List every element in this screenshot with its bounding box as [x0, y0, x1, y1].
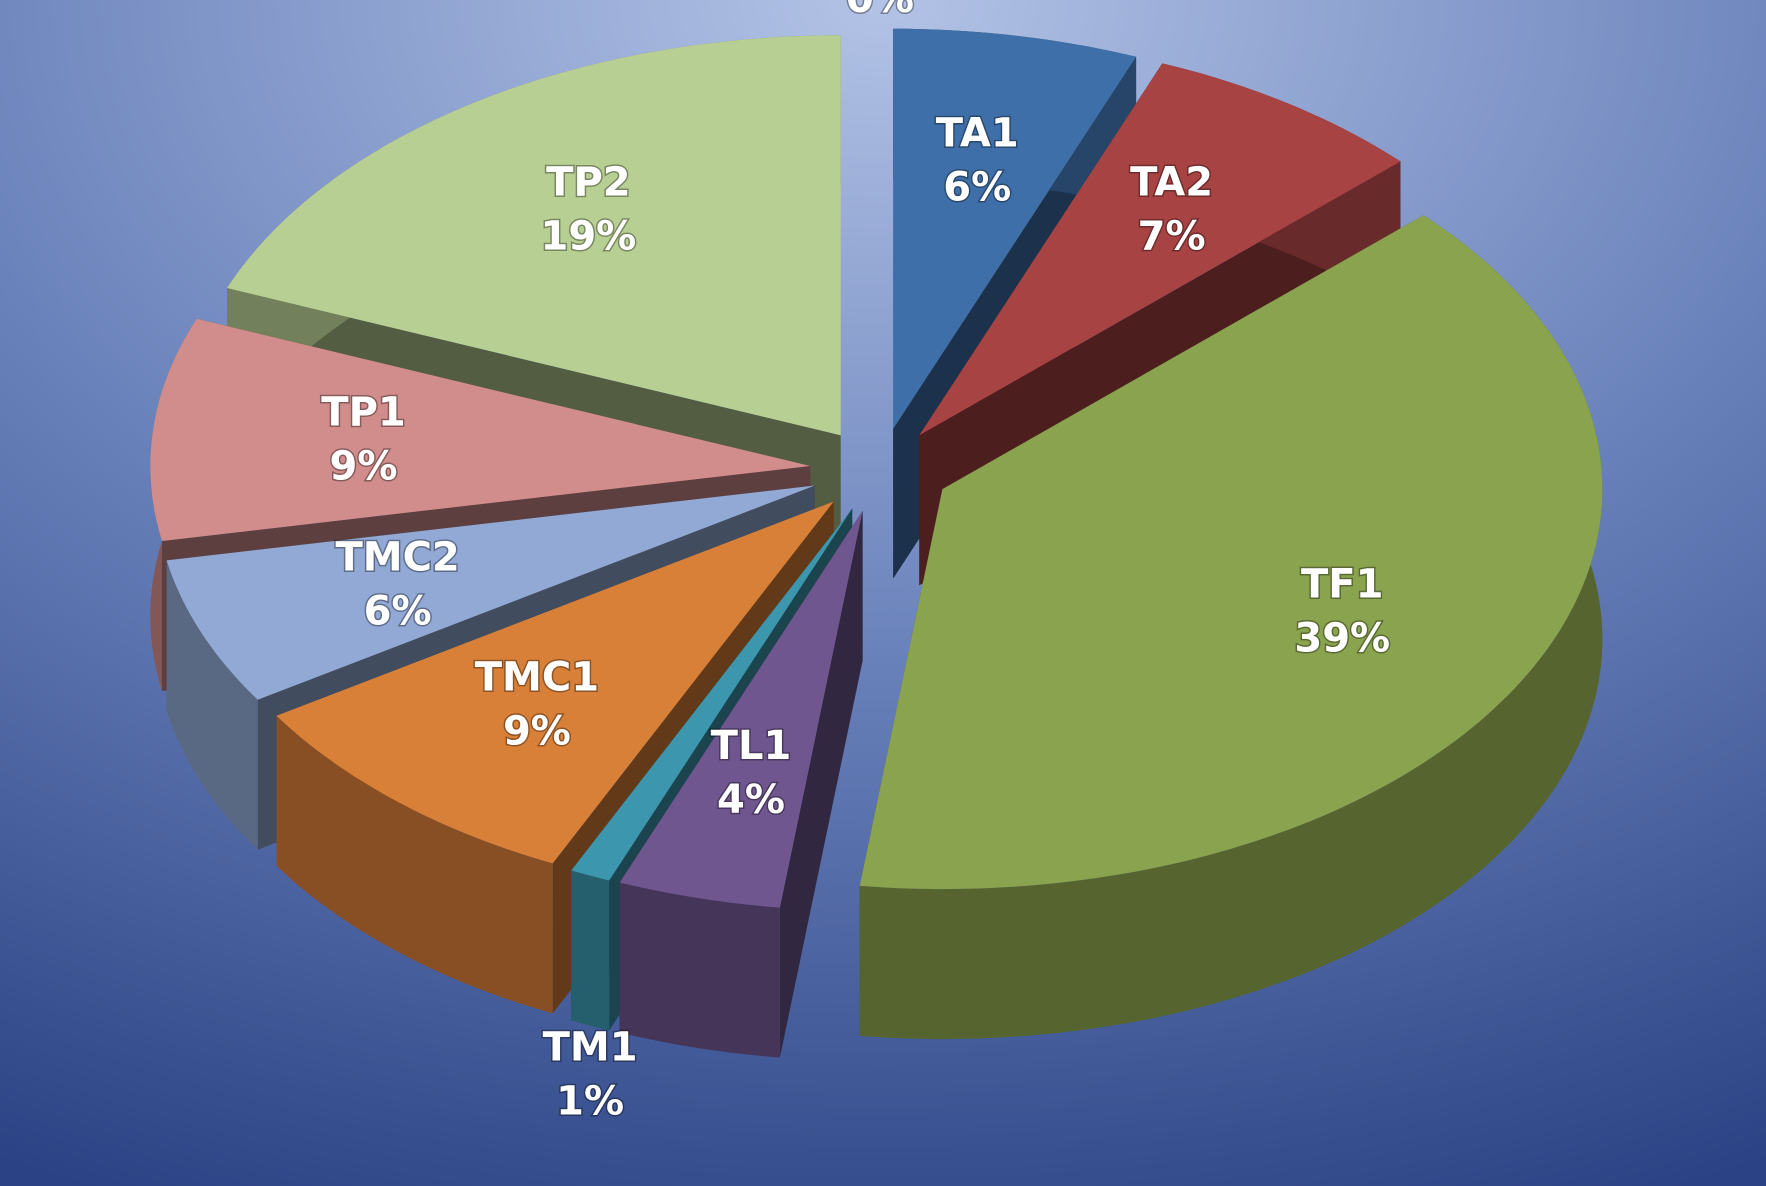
slice-wall: [619, 882, 780, 1058]
slice: [859, 215, 1603, 1040]
category-label: TA2: [1130, 159, 1213, 205]
value-label: 19%: [541, 213, 637, 259]
slice-top: [227, 35, 841, 436]
category-label: TL1: [711, 723, 792, 769]
slice-top: [893, 28, 1137, 429]
category-label: TMC2: [335, 535, 459, 581]
value-label: 4%: [717, 777, 785, 823]
value-label: 7%: [1138, 213, 1206, 259]
slice-top: [919, 63, 1401, 436]
slice-top: [166, 485, 815, 700]
value-label: 6%: [364, 589, 432, 635]
category-label: TMC1: [475, 655, 599, 701]
value-label: 9%: [503, 709, 571, 755]
category-label: TP2: [546, 159, 630, 205]
slice-wall: [859, 215, 1603, 1040]
slice-wall: [571, 870, 610, 1031]
value-label: 9%: [330, 443, 398, 489]
value-label: 39%: [1294, 616, 1390, 662]
slice-wall: [166, 560, 258, 850]
slice-wall: [276, 715, 553, 1014]
category-label: TF1: [1301, 562, 1383, 608]
slice-top: [859, 215, 1603, 890]
category-label: TP1: [321, 389, 405, 435]
value-label: 1%: [556, 1079, 624, 1125]
value-label: 6%: [943, 165, 1011, 211]
slice-top: [571, 508, 853, 881]
slice: [619, 510, 863, 1058]
category-label: TM1: [543, 1025, 638, 1071]
slice-top: [619, 510, 863, 908]
category-label: TA1: [936, 111, 1019, 157]
value-label: 0%: [846, 0, 914, 22]
slice-top: [276, 501, 834, 864]
slice-top: [150, 318, 811, 541]
